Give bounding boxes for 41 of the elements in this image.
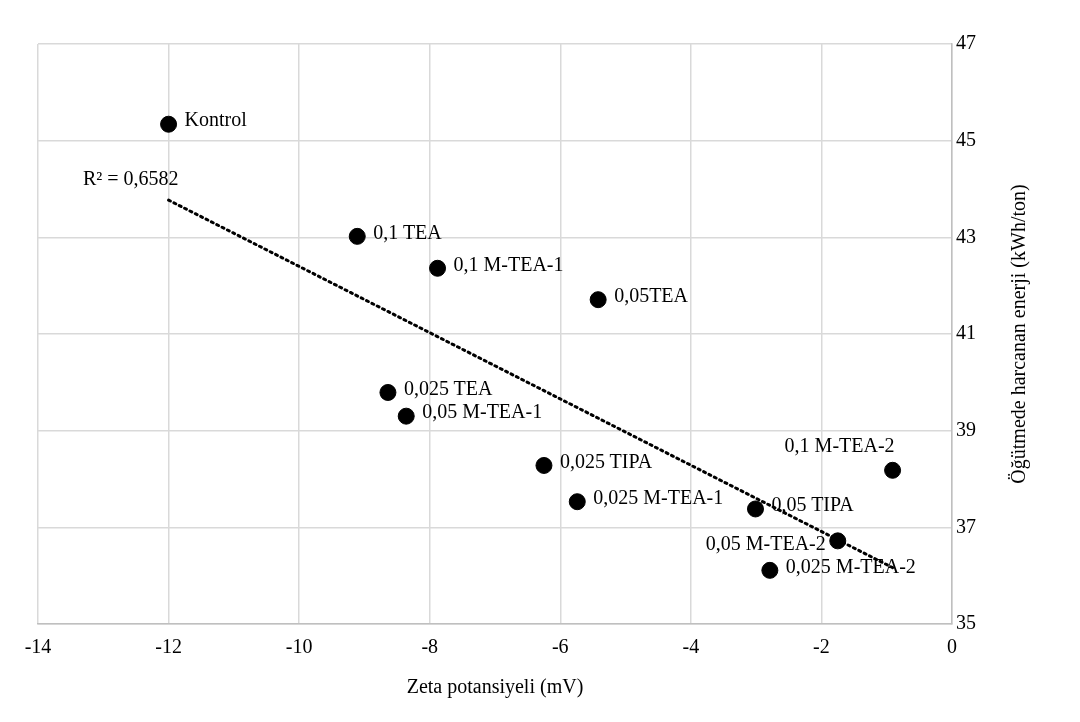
series-label: Kontrol xyxy=(184,108,248,131)
y-tick-label: 47 xyxy=(956,31,976,54)
series-label: 0,025 M-TEA-2 xyxy=(785,554,916,577)
y-tick-label: 41 xyxy=(956,321,976,344)
series-label: 0,1 M-TEA-2 xyxy=(784,433,895,456)
point xyxy=(746,500,764,518)
series-label: 0,1 TEA xyxy=(373,220,443,243)
point xyxy=(589,291,607,309)
x-tick-label: 0 xyxy=(947,635,957,658)
point xyxy=(348,227,366,245)
point xyxy=(535,456,553,474)
x-tick-label: -4 xyxy=(682,635,700,658)
series-label: 0,05 M-TEA-2 xyxy=(705,532,826,555)
series-label: 0,025 M-TEA-1 xyxy=(593,485,724,508)
y-tick-label: 37 xyxy=(956,514,976,537)
y-tick-label: 43 xyxy=(956,224,976,247)
point xyxy=(379,383,397,401)
point xyxy=(397,407,415,425)
series-label: 0,05TEA xyxy=(614,283,689,306)
y-axis-title: Öğütmede harcanan enerji (kWh/ton) xyxy=(1007,184,1031,484)
series-label: 0,05 M-TEA-1 xyxy=(422,400,543,423)
series-label: 0,025 TIPA xyxy=(559,449,653,472)
point xyxy=(761,561,779,579)
point xyxy=(884,461,902,479)
x-tick-label: -10 xyxy=(285,635,313,658)
y-tick-label: 39 xyxy=(956,417,976,440)
x-tick-label: -14 xyxy=(24,635,52,658)
point xyxy=(568,493,586,511)
series-label: 0,1 M-TEA-1 xyxy=(453,252,564,275)
x-tick-label: -6 xyxy=(551,635,569,658)
annotation: R² = 0,6582 xyxy=(82,167,179,190)
y-tick-label: 35 xyxy=(956,611,976,634)
x-axis-title: Zeta potansiyeli (mV) xyxy=(406,675,584,699)
x-tick-label: -8 xyxy=(421,635,439,658)
x-tick-label: -12 xyxy=(155,635,182,658)
point xyxy=(429,259,447,277)
series-label: 0,025 TEA xyxy=(403,376,493,399)
series-label: 0,05 TIPA xyxy=(771,493,855,516)
y-tick-label: 45 xyxy=(956,127,976,150)
point xyxy=(160,115,178,133)
x-tick-label: -2 xyxy=(813,635,830,658)
